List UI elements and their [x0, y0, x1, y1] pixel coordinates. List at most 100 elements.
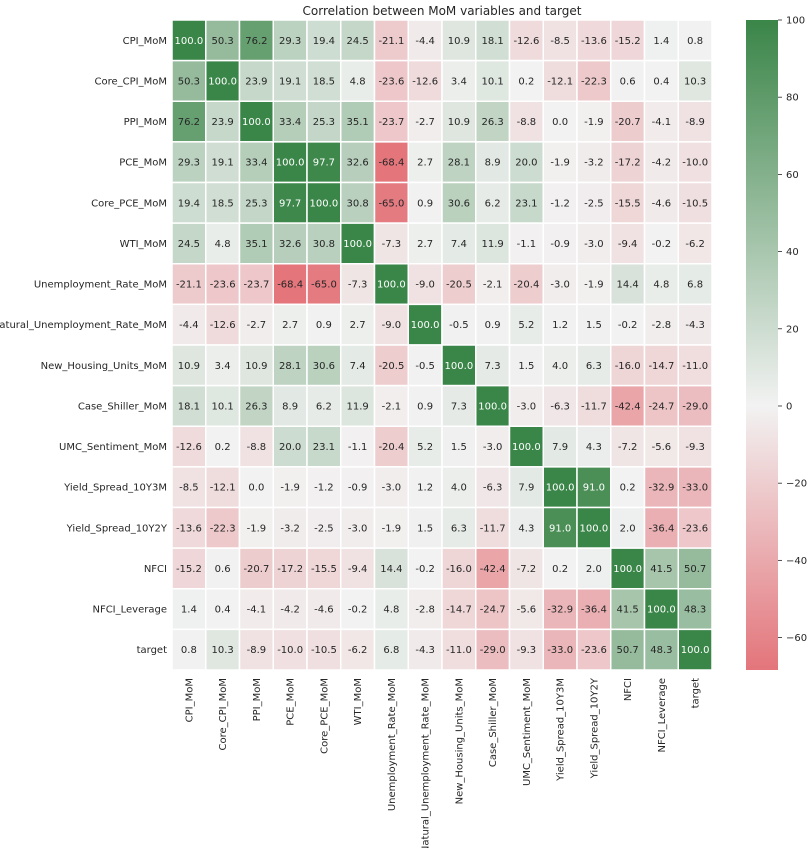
- heatmap-cell: [542, 588, 578, 631]
- cell-value-label: -17.2: [277, 564, 303, 575]
- cell-value-label: -36.4: [648, 523, 674, 534]
- cell-value-label: 10.1: [211, 401, 233, 412]
- heatmap-cell: [677, 506, 713, 549]
- cell-value-label: 2.7: [417, 239, 433, 250]
- heatmap-cell: [373, 263, 409, 306]
- cell-value-label: 2.0: [620, 523, 636, 534]
- cell-value-label: -5.6: [517, 605, 537, 616]
- colorbar-tick-label: 80: [786, 93, 799, 104]
- cell-value-label: 1.5: [518, 361, 534, 372]
- cell-value-label: 4.8: [350, 76, 366, 87]
- cell-value-label: -0.2: [348, 605, 368, 616]
- cell-value-label: -7.3: [348, 280, 368, 291]
- cell-value-label: -68.4: [277, 280, 303, 291]
- heatmap-cell: [205, 263, 241, 306]
- heatmap-cell: [272, 303, 308, 346]
- cell-value-label: 100.0: [647, 605, 676, 616]
- heatmap-cell: [306, 588, 342, 631]
- heatmap-cell: [677, 100, 713, 143]
- heatmap-cell: [475, 19, 511, 62]
- heatmap-cell: [576, 547, 612, 590]
- cell-value-label: -8.9: [247, 645, 267, 656]
- cell-value-label: 32.6: [346, 158, 368, 169]
- cell-value-label: -33.0: [547, 645, 573, 656]
- cell-value-label: 26.3: [245, 401, 267, 412]
- heatmap-cell: [238, 181, 274, 224]
- cell-value-label: -8.9: [685, 117, 705, 128]
- cell-value-label: 91.0: [549, 523, 571, 534]
- heatmap-cell: [576, 100, 612, 143]
- column-tick-label: Core_PCE_MoM: [319, 678, 330, 754]
- cell-value-label: 0.8: [687, 36, 703, 47]
- cell-value-label: 6.2: [485, 198, 501, 209]
- heatmap-cell: [373, 141, 409, 184]
- heatmap-cell: [238, 303, 274, 346]
- cell-value-label: -23.6: [378, 76, 404, 87]
- cell-value-label: -4.6: [652, 198, 672, 209]
- cell-value-label: 41.5: [650, 564, 672, 575]
- cell-value-label: 6.8: [383, 645, 399, 656]
- cell-value-label: 1.2: [417, 483, 433, 494]
- cell-value-label: 10.9: [448, 36, 470, 47]
- column-tick-label: CPI_MoM: [184, 678, 195, 722]
- cell-value-label: -1.1: [348, 442, 368, 453]
- cell-value-label: -24.7: [648, 401, 674, 412]
- cell-value-label: 10.3: [211, 645, 233, 656]
- cell-value-label: -24.7: [480, 605, 506, 616]
- heatmap-cell: [610, 263, 646, 306]
- colorbar: −60 −40 −20 0 20 40 60 80 100: [746, 16, 807, 670]
- heatmap-cell: [508, 141, 544, 184]
- cell-value-label: -3.0: [550, 280, 570, 291]
- cell-value-label: 18.5: [211, 198, 233, 209]
- heatmap-cell: [508, 628, 544, 671]
- row-tick-label: New_Housing_Units_MoM: [41, 361, 167, 372]
- cell-value-label: -42.4: [480, 564, 506, 575]
- cell-value-label: -68.4: [378, 158, 404, 169]
- cell-value-label: 25.3: [313, 117, 335, 128]
- cell-value-label: 19.4: [178, 198, 200, 209]
- cell-value-label: 100.0: [478, 401, 507, 412]
- cell-value-label: -14.7: [446, 605, 472, 616]
- cell-value-label: -3.0: [382, 483, 402, 494]
- cell-value-label: 7.3: [485, 361, 501, 372]
- heatmap-cell: [542, 628, 578, 671]
- heatmap-cell: [508, 588, 544, 631]
- row-tick-label: NFCI_Leverage: [92, 605, 167, 616]
- cell-value-label: 4.8: [215, 239, 231, 250]
- cell-value-label: -8.8: [247, 442, 267, 453]
- cell-value-label: -1.1: [517, 239, 537, 250]
- heatmap-cell: [340, 19, 376, 62]
- heatmap-cell: [272, 506, 308, 549]
- row-tick-label: PCE_MoM: [119, 158, 167, 169]
- cell-value-label: 0.9: [485, 320, 501, 331]
- cell-value-label: 10.3: [684, 76, 706, 87]
- heatmap-cell: [508, 466, 544, 509]
- heatmap-cell: [171, 59, 207, 102]
- cell-value-label: -5.6: [652, 442, 672, 453]
- heatmap-cell: [542, 19, 578, 62]
- heatmap-cell: [643, 506, 679, 549]
- cell-value-label: -1.9: [382, 523, 402, 534]
- cell-value-label: 23.1: [515, 198, 537, 209]
- heatmap-cell: [340, 588, 376, 631]
- heatmap-cell: [576, 588, 612, 631]
- cell-value-label: -12.6: [513, 36, 539, 47]
- cell-value-label: 1.5: [417, 523, 433, 534]
- cell-value-label: 100.0: [208, 76, 237, 87]
- cell-value-label: -10.0: [277, 645, 303, 656]
- colorbar-tick-label: −60: [786, 633, 807, 644]
- cell-value-label: 0.2: [620, 483, 636, 494]
- row-labels: CPI_MoM Core_CPI_MoM PPI_MoM PCE_MoM Core_PC…: [0, 36, 168, 656]
- cell-value-label: 0.6: [215, 564, 231, 575]
- column-tick-label: NFCI_Leverage: [657, 678, 668, 753]
- cell-value-label: 6.3: [586, 361, 602, 372]
- heatmap-cell: [508, 344, 544, 387]
- cell-value-label: -20.4: [378, 442, 404, 453]
- cell-value-label: -12.1: [210, 483, 236, 494]
- cell-value-label: -13.6: [581, 36, 607, 47]
- cell-value-label: -9.0: [415, 280, 435, 291]
- cell-value-label: 91.0: [583, 483, 605, 494]
- cell-value-label: 76.2: [245, 36, 267, 47]
- cell-value-label: 18.1: [481, 36, 503, 47]
